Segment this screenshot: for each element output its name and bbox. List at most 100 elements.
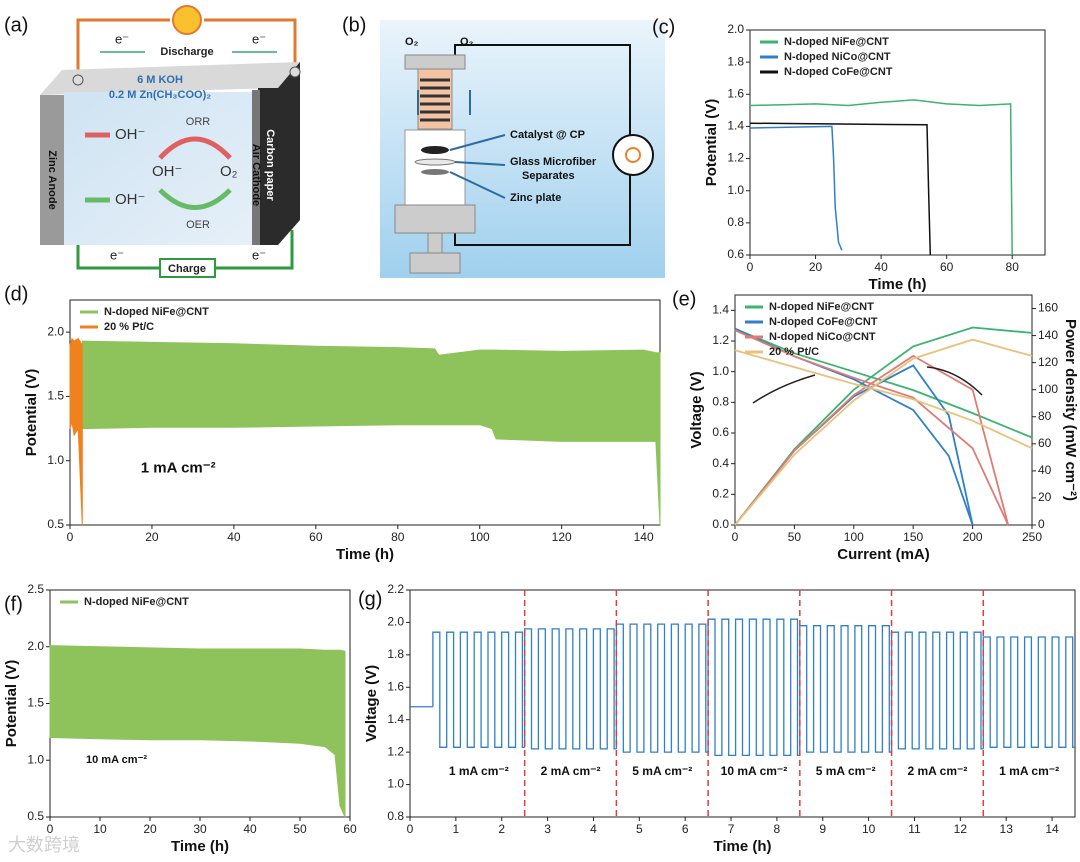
x-tick-label: 50 [293, 822, 307, 836]
segment-label: 5 mA cm⁻² [816, 764, 876, 778]
x-tick-label: 50 [788, 530, 802, 544]
y-axis-title: Voltage (V) [363, 665, 380, 742]
cell-part [427, 232, 443, 254]
cycle-line [799, 625, 892, 756]
x-tick-label: 0 [747, 260, 754, 274]
y-tick-label: 2.2 [387, 582, 404, 596]
x-axis-title: Time (h) [868, 276, 926, 293]
y2-tick-label: 80 [1038, 409, 1052, 423]
plot-frame [409, 589, 1076, 818]
cell-part [409, 252, 461, 274]
y-tick-label: 1.4 [727, 119, 744, 133]
pointer [449, 134, 506, 199]
cycle-line [524, 628, 617, 750]
y-tick-label: 1.8 [727, 54, 744, 68]
y-tick-label: 2.0 [27, 639, 44, 653]
data-band [69, 337, 83, 526]
catalyst [421, 146, 449, 154]
y2-tick-label: 120 [1038, 355, 1058, 369]
x-tick-label: 7 [728, 822, 735, 836]
legend-label: 20 % Pt/C [104, 321, 154, 333]
y-tick-label: 0.8 [727, 215, 744, 229]
data-band [49, 645, 346, 818]
charge-wire [76, 230, 294, 270]
x-tick-label: 20 [809, 260, 823, 274]
cell-part [394, 204, 476, 234]
y-tick-label: 2.5 [27, 582, 44, 596]
x-axis-title: Time (h) [336, 546, 394, 563]
x-tick-label: 3 [544, 822, 551, 836]
watermark: 大数跨境 [8, 835, 80, 855]
voltage-line [734, 349, 1033, 450]
legend-label: N-doped NiFe@CNT [784, 36, 889, 48]
y2-tick-label: 20 [1038, 490, 1052, 504]
x-tick-label: 2 [498, 822, 505, 836]
cycle-line [982, 636, 1075, 749]
x-tick-label: 20 [145, 530, 159, 544]
legend-label: N-doped CoFe@CNT [769, 316, 878, 328]
charge-box [159, 258, 216, 278]
spring [420, 78, 450, 122]
discharge-wire [76, 18, 297, 80]
electron-label: e⁻ [252, 247, 266, 262]
x-tick-label: 0 [732, 530, 739, 544]
cathode-label: Air Cathode [250, 144, 262, 206]
annotation: 1 mA cm⁻² [141, 460, 216, 477]
bulb-icon [625, 147, 641, 163]
x-axis-title: Current (mA) [837, 546, 930, 563]
x-tick-label: 200 [963, 530, 983, 544]
y-tick-label: 2.0 [47, 324, 64, 338]
x-tick-label: 12 [954, 822, 968, 836]
y-tick-label: 1.0 [47, 453, 64, 467]
arrow [926, 366, 983, 396]
zinc-anode [40, 95, 64, 245]
catalyst-label: Catalyst @ CP [510, 129, 585, 141]
electrolyte-label: 0.2 M Zn(CH₃COO)₂ [109, 89, 211, 101]
arrow [752, 374, 816, 404]
hydroxide-label: OH⁻ [115, 191, 145, 208]
x-tick-label: 40 [227, 530, 241, 544]
discharge-label: Discharge [160, 46, 213, 58]
orr-label: ORR [186, 116, 211, 128]
x-tick-label: 60 [309, 530, 323, 544]
legend-label: N-doped NiCo@CNT [784, 51, 891, 63]
x-tick-label: 100 [470, 530, 490, 544]
data-line [749, 122, 932, 256]
air-cathode [258, 62, 300, 245]
schematic-b: (b) O₂ O₂ Catalyst @ CP Glass Microfiber… [342, 14, 665, 278]
y-axis-title: Voltage (V) [688, 371, 705, 448]
anode-label: Zinc Anode [46, 150, 58, 209]
annotation: 10 mA cm⁻² [86, 754, 147, 766]
plot-frame [749, 29, 1046, 256]
panel-label: (b) [342, 14, 366, 36]
x-tick-label: 20 [143, 822, 157, 836]
y-tick-label: 0.2 [712, 487, 729, 501]
y-tick-label: 1.8 [387, 647, 404, 661]
voltage-line [734, 329, 1010, 526]
x-tick-label: 9 [819, 822, 826, 836]
y-axis-title: Potential (V) [703, 99, 720, 187]
x-tick-label: 40 [874, 260, 888, 274]
panel-label: (f) [4, 593, 23, 615]
zinc-plate [421, 169, 449, 175]
orr-arrow [158, 136, 232, 160]
y2-tick-label: 100 [1038, 382, 1058, 396]
cathode-label: Carbon paper [264, 129, 276, 201]
legend-label: N-doped NiFe@CNT [769, 301, 874, 313]
y-axis-title: Potential (V) [3, 660, 20, 748]
bulb [612, 134, 654, 176]
data-line [749, 99, 1013, 256]
panel-label: (e) [672, 288, 696, 310]
y2-tick-label: 40 [1038, 463, 1052, 477]
segment-label: 1 mA cm⁻² [449, 764, 509, 778]
bulb [172, 5, 202, 35]
x-tick-label: 150 [903, 530, 923, 544]
legend-label: 20 % Pt/C [769, 346, 819, 358]
legend-label: N-doped NiCo@CNT [769, 331, 876, 343]
y-tick-label: 1.5 [27, 696, 44, 710]
oxygen-label: O₂ [405, 36, 419, 48]
power-line [734, 354, 1010, 526]
power-line [734, 338, 1033, 526]
voltage-line [734, 327, 974, 526]
charts: (c)0 20 40 60 800.60.81.01.21.41.61.82.0Time… [3, 16, 1079, 855]
